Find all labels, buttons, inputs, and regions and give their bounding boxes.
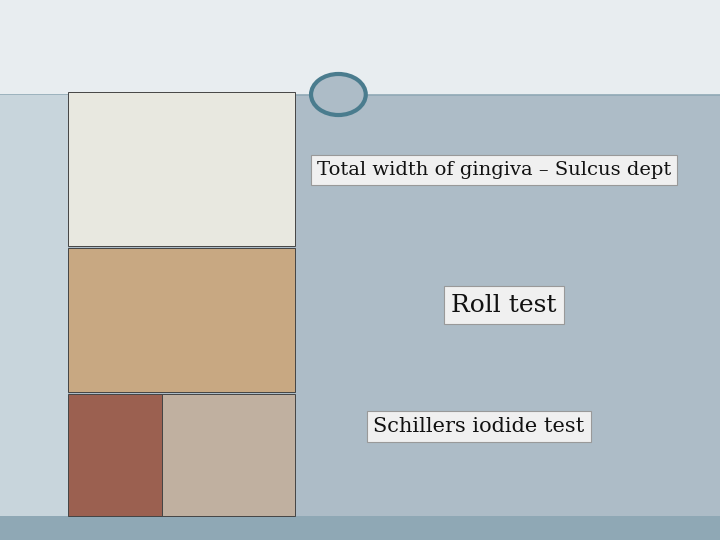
Bar <box>68 248 295 392</box>
Text: Schillers iodide test: Schillers iodide test <box>373 417 585 436</box>
Bar <box>0 94 68 516</box>
Bar <box>68 92 295 246</box>
Bar <box>0 0 720 94</box>
Bar <box>68 394 162 516</box>
Circle shape <box>311 74 366 115</box>
Text: Total width of gingiva – Sulcus dept: Total width of gingiva – Sulcus dept <box>317 161 671 179</box>
Bar <box>0 516 720 540</box>
Text: Roll test: Roll test <box>451 294 557 316</box>
Bar <box>162 394 295 516</box>
